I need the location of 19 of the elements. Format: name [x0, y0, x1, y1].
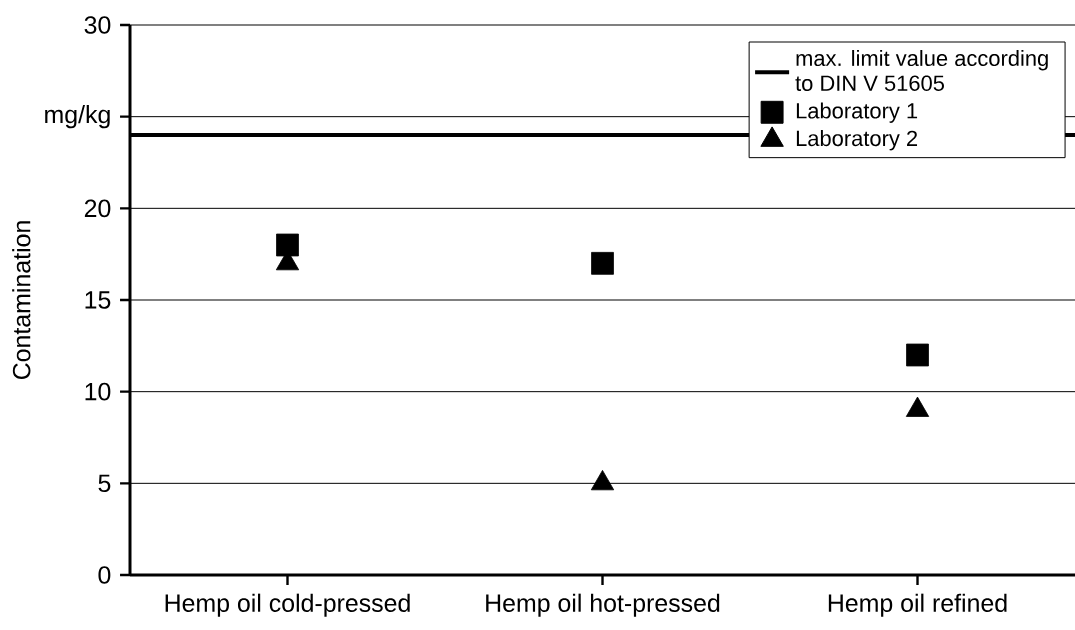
y-tick-label: mg/kg: [45, 105, 110, 129]
y-axis-title: Contamination: [12, 221, 31, 380]
y-tick-label: 0: [98, 566, 111, 584]
point: [591, 251, 614, 275]
point: [906, 343, 929, 367]
y-tick-label: 30: [84, 16, 111, 34]
legend-label: Laboratory 2: [796, 130, 918, 151]
y-tick-label: 15: [85, 291, 111, 309]
point: [905, 396, 930, 417]
legend-label: Laboratory 1: [796, 102, 918, 123]
x-tick-label: Hemp oil hot-pressed: [486, 593, 720, 617]
y-tick-label: 20: [84, 199, 111, 218]
y-tick-label: 10: [85, 382, 111, 401]
point: [276, 233, 299, 257]
x-tick-label: Hemp oil refined: [828, 593, 1007, 617]
point: [590, 469, 615, 491]
x-tick-label: Hemp oil cold-pressed: [165, 593, 410, 617]
legend-label: max. limit value according to DIN V 51605: [795, 49, 1048, 91]
y-tick-label: 5: [98, 474, 111, 493]
